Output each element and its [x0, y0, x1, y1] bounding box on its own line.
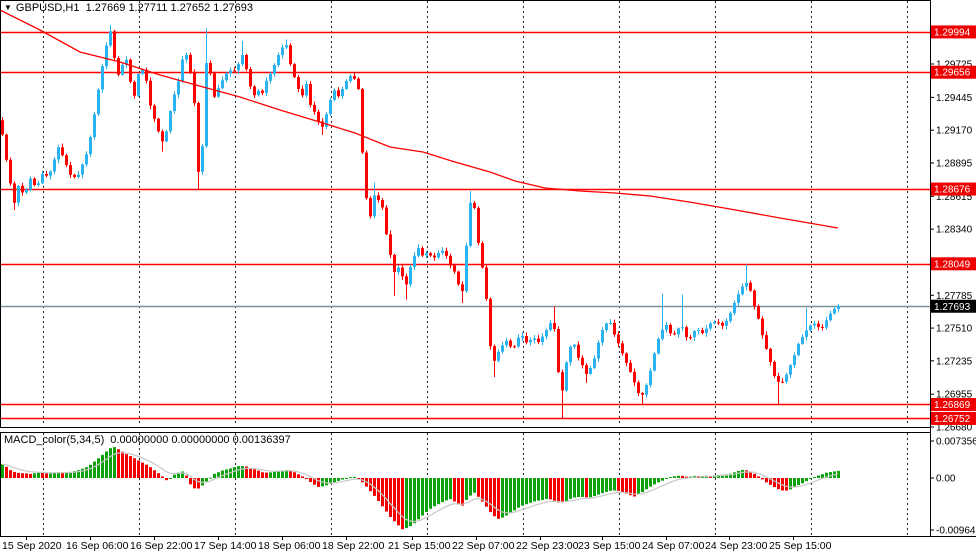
- svg-text:17 Sep 14:00: 17 Sep 14:00: [194, 540, 257, 552]
- svg-text:1.28049: 1.28049: [934, 259, 971, 270]
- ohlc-values: 1.27669 1.27711 1.27652 1.27693: [85, 2, 254, 14]
- macd-values: 0.00000000 0.00000000 0.00136397: [110, 434, 291, 446]
- svg-text:0.0073569: 0.0073569: [936, 437, 976, 448]
- svg-text:18 Sep 22:00: 18 Sep 22:00: [322, 540, 385, 552]
- candles-layer: [1, 24, 840, 419]
- svg-text:15 Sep 2020: 15 Sep 2020: [2, 540, 62, 552]
- macd-signal-line: [1, 452, 839, 523]
- svg-text:16 Sep 22:00: 16 Sep 22:00: [130, 540, 193, 552]
- svg-text:23 Sep 15:00: 23 Sep 15:00: [578, 540, 641, 552]
- current-price-label: 1.27693: [931, 299, 976, 313]
- svg-text:1.27510: 1.27510: [936, 324, 973, 335]
- level-lines[interactable]: [0, 31, 930, 420]
- svg-text:1.26869: 1.26869: [934, 400, 971, 411]
- svg-text:1.27693: 1.27693: [934, 302, 971, 313]
- svg-text:1.29656: 1.29656: [934, 68, 971, 79]
- svg-text:1.28676: 1.28676: [934, 185, 971, 196]
- svg-text:0.00: 0.00: [936, 474, 956, 485]
- svg-text:1.26752: 1.26752: [934, 414, 971, 425]
- svg-text:1.27235: 1.27235: [936, 356, 973, 367]
- macd-indicator-label: MACD_color(5,34,5) 0.00000000 0.00000000 …: [4, 434, 297, 446]
- chart-title: ▼ GBPUSD,H1 1.27669 1.27711 1.27652 1.276…: [4, 2, 253, 14]
- svg-text:25 Sep 15:00: 25 Sep 15:00: [769, 540, 832, 552]
- svg-text:22 Sep 07:00: 22 Sep 07:00: [452, 540, 515, 552]
- svg-text:16 Sep 06:00: 16 Sep 06:00: [66, 540, 129, 552]
- symbol-dropdown-arrow[interactable]: ▼: [4, 3, 12, 12]
- svg-text:22 Sep 23:00: 22 Sep 23:00: [516, 540, 579, 552]
- svg-text:1.28340: 1.28340: [936, 225, 973, 236]
- svg-text:1.29994: 1.29994: [934, 27, 971, 38]
- symbol-period-label: GBPUSD,H1: [15, 2, 80, 14]
- level-price-labels: 1.29994 1.29656 1.28676 1.28049 1.26869 1.267…: [931, 25, 976, 425]
- svg-text:1.27785: 1.27785: [936, 291, 973, 302]
- macd-histogram: [1, 447, 840, 530]
- time-axis[interactable]: 15 Sep 2020 16 Sep 06:00 16 Sep 22:00 17 Se…: [2, 536, 832, 552]
- svg-text:1.29170: 1.29170: [936, 126, 973, 137]
- svg-text:18 Sep 06:00: 18 Sep 06:00: [258, 540, 321, 552]
- svg-text:1.29725: 1.29725: [936, 60, 973, 71]
- svg-text:1.28615: 1.28615: [936, 192, 973, 203]
- svg-text:24 Sep 07:00: 24 Sep 07:00: [642, 540, 705, 552]
- svg-text:1.28895: 1.28895: [936, 158, 973, 169]
- ma-line: [0, 9, 839, 229]
- svg-text:1.26955: 1.26955: [936, 390, 973, 401]
- macd-name: MACD_color(5,34,5): [4, 434, 105, 446]
- panel-borders: [0, 0, 976, 537]
- grid-layer: [43, 1, 908, 535]
- svg-text:1.29445: 1.29445: [936, 93, 973, 104]
- svg-text:1.26680: 1.26680: [936, 423, 973, 434]
- price-axis[interactable]: 1.29725 1.29445 1.29170 1.28895 1.28615 1.283…: [930, 60, 976, 537]
- svg-text:21 Sep 15:00: 21 Sep 15:00: [388, 540, 451, 552]
- svg-text:24 Sep 23:00: 24 Sep 23:00: [705, 540, 768, 552]
